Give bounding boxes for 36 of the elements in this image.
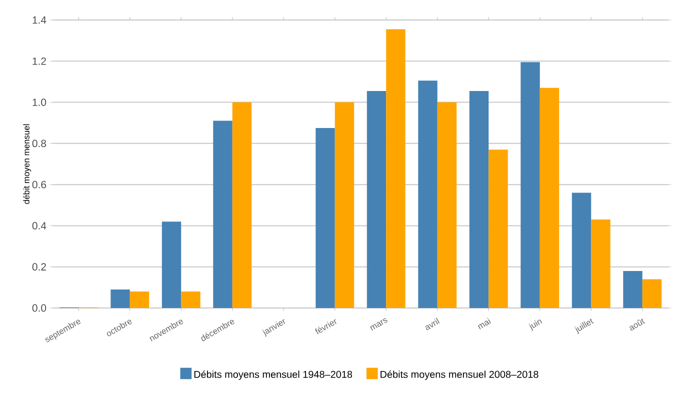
bar (642, 279, 662, 308)
y-tick-label: 0.4 (32, 222, 46, 230)
bar (334, 102, 354, 308)
x-tick-label: mars (370, 318, 388, 331)
bar (316, 128, 335, 308)
bar (181, 292, 200, 308)
bar (437, 102, 457, 308)
x-tick-label: avril (425, 318, 440, 330)
bar (130, 292, 150, 308)
y-tick-label: 1.2 (32, 57, 46, 65)
y-tick-label: 1.0 (32, 98, 46, 106)
y-axis-title: débit moyen mensuel (23, 124, 32, 204)
y-tick-label: 0.6 (32, 180, 46, 188)
y-tick-label: 1.4 (32, 16, 46, 24)
bar (213, 120, 232, 308)
bar (488, 150, 508, 308)
bar (366, 90, 386, 308)
bar (540, 88, 560, 308)
bar (232, 102, 252, 308)
y-tick-label: 0.8 (32, 140, 46, 148)
bar (110, 289, 130, 308)
y-tick-label: 0.0 (32, 304, 46, 312)
bar (418, 80, 438, 308)
bar (469, 90, 489, 308)
legend-label: Débits moyens mensuel 2008–2018 (380, 370, 538, 380)
bar (572, 192, 592, 308)
bar (623, 270, 642, 308)
bar (386, 29, 406, 308)
x-tick-label: mai (478, 318, 491, 330)
bar (520, 62, 540, 308)
bar (591, 220, 610, 308)
y-tick-label: 0.2 (32, 263, 46, 271)
bar (162, 222, 182, 308)
x-tick-label: août (630, 318, 646, 331)
legend-label: Débits moyens mensuel 1948–2018 (194, 370, 352, 380)
x-tick-label: juin (528, 320, 542, 332)
